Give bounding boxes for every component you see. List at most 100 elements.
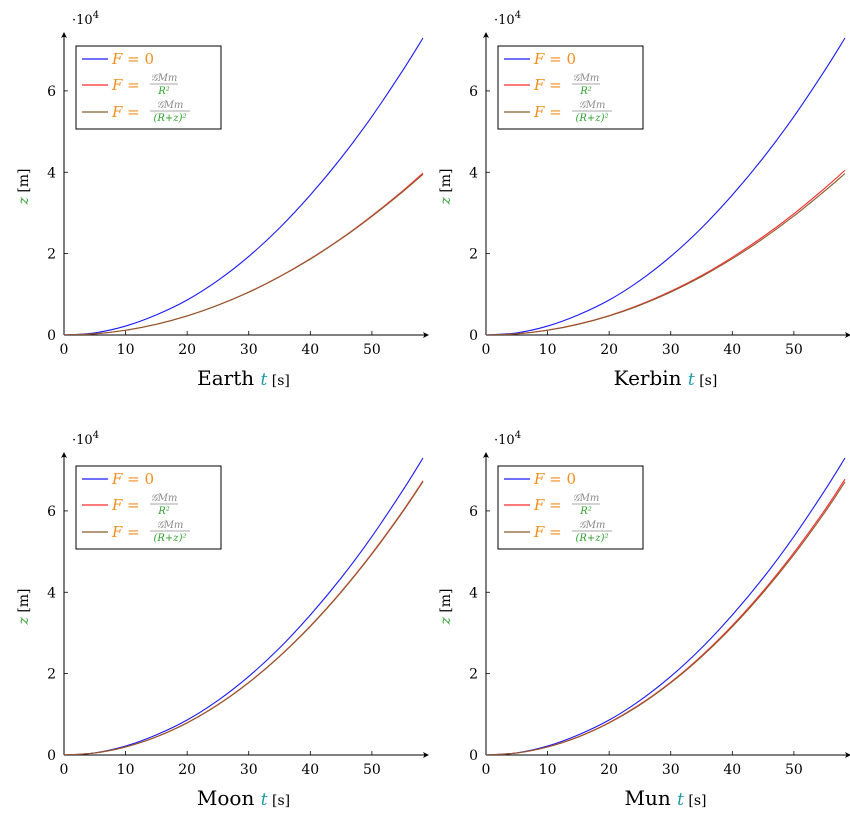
x-tick-label: 0 <box>482 762 491 778</box>
multiplier-exponent: 4 <box>93 430 99 441</box>
x-axis-body: Mun <box>624 786 677 810</box>
x-tick-label: 40 <box>301 762 319 778</box>
x-axis-unit: [s] <box>267 373 290 389</box>
x-axis-arrow <box>845 332 850 338</box>
multiplier-base: ·10 <box>494 433 515 448</box>
legend-frac-numerator: 𝒢Mm <box>573 493 600 504</box>
x-tick-label: 30 <box>240 342 258 358</box>
series-line-1 <box>64 457 424 755</box>
x-tick-label: 10 <box>539 762 557 778</box>
legend-lhs: F = <box>533 103 562 121</box>
legend-rhs: 0 <box>567 50 577 68</box>
legend-frac-numerator: 𝒢Mm <box>579 100 606 111</box>
legend-frac-numerator: 𝒢Mm <box>573 73 600 84</box>
multiplier-base: ·10 <box>72 13 93 28</box>
x-axis-label: Kerbin t [s] <box>614 366 718 390</box>
legend-lhs: F = <box>111 523 140 541</box>
x-tick-label: 30 <box>662 342 680 358</box>
series-line-1 <box>486 37 846 335</box>
series-line-3 <box>486 481 846 755</box>
x-tick-label: 40 <box>301 342 319 358</box>
y-axis-arrow <box>483 32 489 38</box>
multiplier-base: ·10 <box>72 433 93 448</box>
axis-multiplier: ·104 <box>494 10 521 28</box>
y-axis-label: z [m] <box>438 588 454 625</box>
x-axis-body: Earth <box>197 366 260 390</box>
y-axis-variable: z <box>438 617 454 626</box>
legend-frac-numerator: 𝒢Mm <box>157 520 184 531</box>
x-axis-unit: [s] <box>268 793 291 809</box>
legend-lhs: F = <box>533 496 562 514</box>
y-axis-label: z [m] <box>16 168 32 205</box>
legend-entry-3: F = <box>533 103 562 121</box>
legend-frac-denominator: R² <box>157 506 170 517</box>
x-tick-label: 40 <box>723 762 741 778</box>
legend-frac-denominator: (R+z)² <box>154 113 187 124</box>
y-axis-unit: [m] <box>16 168 32 197</box>
legend-entry-2: F = <box>533 496 562 514</box>
multiplier-exponent: 4 <box>93 10 99 21</box>
y-axis-arrow <box>483 452 489 458</box>
legend-lhs: F = <box>533 523 562 541</box>
y-tick-label: 0 <box>47 748 56 764</box>
x-tick-label: 10 <box>117 342 135 358</box>
y-tick-label: 2 <box>47 667 56 683</box>
legend-frac-numerator: 𝒢Mm <box>579 520 606 531</box>
x-tick-label: 40 <box>723 342 741 358</box>
legend-lhs: F = <box>533 470 567 488</box>
legend-frac-denominator: R² <box>157 86 170 97</box>
series-line-3 <box>486 173 846 335</box>
axis-multiplier: ·104 <box>494 430 521 448</box>
y-tick-label: 0 <box>469 328 478 344</box>
x-tick-label: 0 <box>60 762 69 778</box>
x-tick-label: 0 <box>60 342 69 358</box>
x-axis-unit: [s] <box>684 793 707 809</box>
multiplier-exponent: 4 <box>515 430 521 441</box>
y-tick-label: 6 <box>47 504 56 520</box>
y-tick-label: 4 <box>469 165 478 181</box>
y-axis-variable: z <box>16 197 32 206</box>
legend-box <box>75 465 222 550</box>
legend-entry-3: F = <box>111 103 140 121</box>
legend-lhs: F = <box>533 76 562 94</box>
legend-entry-2: F = <box>533 76 562 94</box>
series-line-1 <box>486 457 846 755</box>
x-axis-arrow <box>845 752 850 758</box>
legend-box <box>75 45 222 130</box>
legend-lhs: F = <box>111 496 140 514</box>
x-axis-label: Mun t [s] <box>624 786 706 810</box>
multiplier-exponent: 4 <box>515 10 521 21</box>
x-tick-label: 30 <box>662 762 680 778</box>
y-tick-label: 6 <box>469 84 478 100</box>
x-tick-label: 50 <box>785 762 803 778</box>
legend-frac-denominator: (R+z)² <box>154 533 187 544</box>
series-line-3 <box>64 173 424 335</box>
x-tick-label: 20 <box>600 762 618 778</box>
legend-entry-2: F = <box>111 76 140 94</box>
legend-frac-numerator: 𝒢Mm <box>151 73 178 84</box>
legend-rhs: 0 <box>145 470 155 488</box>
series-line-2 <box>486 169 846 335</box>
y-tick-label: 6 <box>469 504 478 520</box>
y-tick-label: 2 <box>47 247 56 263</box>
x-axis-body: Moon <box>197 786 261 810</box>
legend-frac-denominator: R² <box>579 506 592 517</box>
x-tick-label: 20 <box>178 762 196 778</box>
x-axis-variable: t <box>688 370 695 390</box>
x-axis-unit: [s] <box>695 373 718 389</box>
y-tick-label: 4 <box>47 165 56 181</box>
y-axis-variable: z <box>438 197 454 206</box>
x-tick-label: 30 <box>240 762 258 778</box>
x-tick-label: 50 <box>785 342 803 358</box>
axis-multiplier: ·104 <box>72 430 99 448</box>
legend-lhs: F = <box>111 76 140 94</box>
y-tick-label: 0 <box>469 748 478 764</box>
x-tick-label: 50 <box>363 342 381 358</box>
x-tick-label: 20 <box>178 342 196 358</box>
axis-multiplier: ·104 <box>72 10 99 28</box>
